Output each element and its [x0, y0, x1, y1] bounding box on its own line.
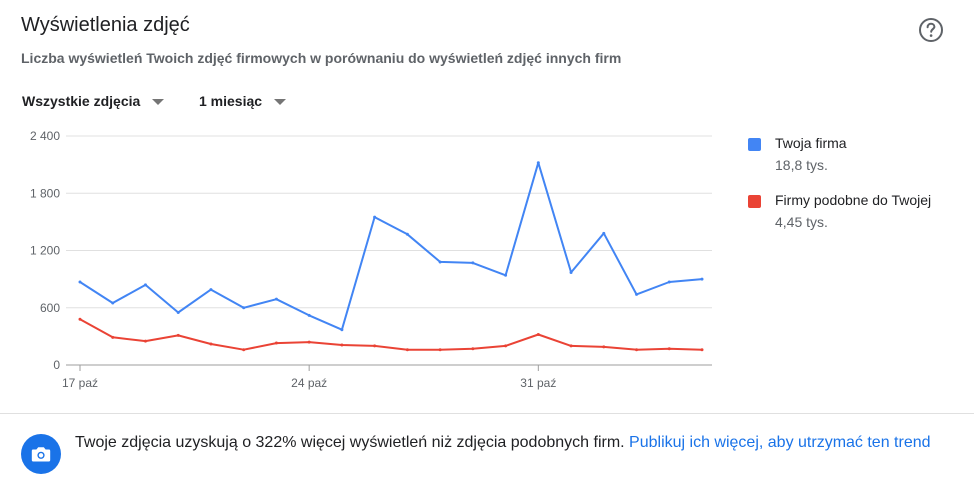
x-tick-label: 24 paź	[291, 376, 327, 390]
series-line-similar-businesses	[79, 318, 703, 351]
data-point	[274, 297, 278, 301]
data-point	[373, 215, 377, 219]
legend-swatch-blue	[748, 138, 761, 151]
data-point	[667, 347, 671, 351]
data-point	[274, 341, 278, 345]
data-point	[209, 342, 213, 346]
y-tick-label: 600	[40, 301, 60, 315]
insight-message: Twoje zdjęcia uzyskują o 322% więcej wyś…	[75, 429, 955, 457]
data-point	[340, 343, 344, 347]
data-point	[536, 161, 540, 165]
data-point	[438, 260, 442, 264]
photos-filter-label: Wszystkie zdjęcia	[22, 93, 141, 109]
x-tick-label: 31 paź	[520, 376, 556, 390]
photos-filter-dropdown[interactable]: Wszystkie zdjęcia	[22, 90, 165, 112]
help-circle-icon[interactable]	[918, 17, 944, 43]
data-point	[471, 347, 475, 351]
line-chart: 0 600 1 200 1 800 2 400 17 paź 24 paź 31 paź	[30, 129, 712, 390]
data-point	[209, 288, 213, 292]
y-tick-label: 1 800	[30, 186, 60, 200]
data-point	[569, 344, 573, 348]
page-title: Wyświetlenia zdjęć	[21, 14, 190, 36]
page-subtitle: Liczba wyświetleń Twoich zdjęć firmowych…	[21, 50, 622, 66]
data-point	[307, 313, 311, 317]
data-point	[602, 345, 606, 349]
dropdown-arrow-icon	[152, 99, 165, 105]
data-point	[307, 340, 311, 344]
legend-total: 18,8 tys.	[775, 157, 828, 173]
data-point	[438, 348, 442, 352]
legend-label: Firmy podobne do Twojej	[775, 192, 932, 208]
data-point	[176, 311, 180, 315]
data-point	[78, 317, 82, 321]
legend-label: Twoja firma	[775, 135, 847, 151]
data-point	[405, 348, 409, 352]
camera-icon	[21, 434, 61, 474]
data-point	[111, 301, 115, 305]
data-point	[242, 306, 246, 310]
y-tick-label: 0	[53, 358, 60, 372]
data-point	[700, 277, 704, 281]
publish-more-link[interactable]: Publikuj ich więcej, aby utrzymać ten tr…	[629, 434, 931, 451]
period-filter-label: 1 miesiąc	[199, 93, 263, 109]
data-point	[602, 231, 606, 235]
x-tick-label: 17 paź	[62, 376, 98, 390]
data-point	[78, 280, 82, 284]
data-point	[242, 348, 246, 352]
data-point	[373, 344, 377, 348]
data-point	[536, 332, 540, 336]
data-point	[176, 333, 180, 337]
series-line-twoja-firma	[79, 161, 703, 331]
data-point	[667, 280, 671, 284]
insight-text: Twoje zdjęcia uzyskują o 322% więcej wyś…	[75, 434, 625, 451]
data-point	[700, 348, 704, 352]
data-point	[143, 339, 147, 343]
data-point	[635, 292, 639, 296]
data-point	[143, 283, 147, 287]
period-filter-dropdown[interactable]: 1 miesiąc	[199, 90, 287, 112]
legend-total: 4,45 tys.	[775, 214, 828, 230]
y-tick-label: 2 400	[30, 129, 60, 143]
data-point	[405, 232, 409, 236]
section-divider	[0, 413, 974, 414]
data-point	[569, 270, 573, 274]
data-point	[504, 273, 508, 277]
data-point	[111, 335, 115, 339]
data-point	[340, 328, 344, 332]
data-point	[471, 261, 475, 265]
y-tick-label: 1 200	[30, 244, 60, 258]
data-point	[635, 348, 639, 352]
legend-swatch-red	[748, 195, 761, 208]
dropdown-arrow-icon	[274, 99, 287, 105]
data-point	[504, 344, 508, 348]
